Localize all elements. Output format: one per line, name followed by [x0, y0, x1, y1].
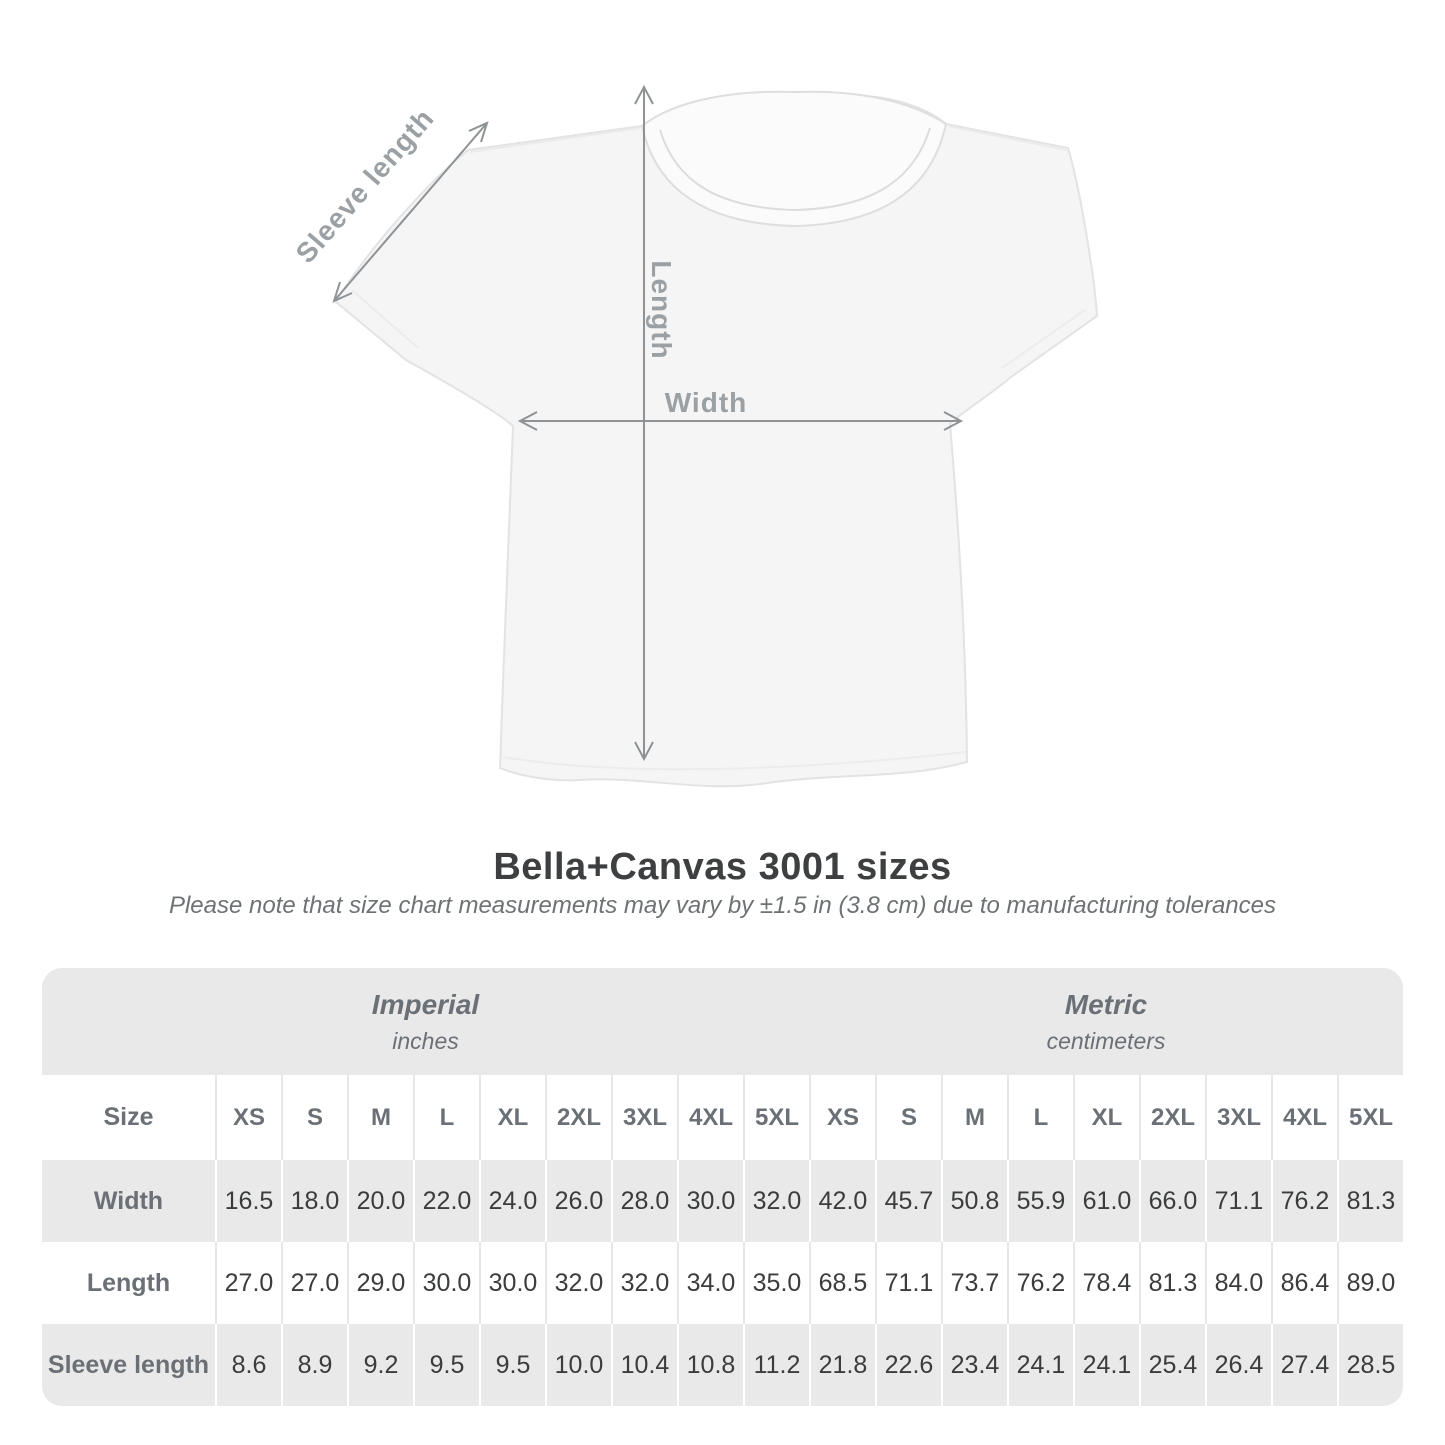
table-cell: 71.1	[875, 1242, 941, 1324]
table-cell: 50.8	[941, 1160, 1007, 1242]
table-cell: 66.0	[1139, 1160, 1205, 1242]
table-cell: 9.5	[413, 1324, 479, 1406]
table-cell: 23.4	[941, 1324, 1007, 1406]
table-cell: 25.4	[1139, 1324, 1205, 1406]
table-cell: 3XL	[1205, 1075, 1271, 1160]
imperial-title: Imperial	[371, 989, 480, 1021]
table-cell: 76.2	[1007, 1242, 1073, 1324]
table-cell: 22.6	[875, 1324, 941, 1406]
page-title: Bella+Canvas 3001 sizes	[493, 846, 952, 888]
table-cell: 81.3	[1139, 1242, 1205, 1324]
table-cell: 27.0	[281, 1242, 347, 1324]
table-cell: 71.1	[1205, 1160, 1271, 1242]
table-cell: 10.0	[545, 1324, 611, 1406]
metric-header: Metric centimeters	[809, 968, 1403, 1075]
metric-title: Metric	[1064, 989, 1148, 1021]
table-cell: 27.4	[1271, 1324, 1337, 1406]
table-cell: XS	[215, 1075, 281, 1160]
table-cell: 42.0	[809, 1160, 875, 1242]
table-cell: 27.0	[215, 1242, 281, 1324]
table-cell: 24.1	[1007, 1324, 1073, 1406]
shirt-measurement-diagram: Sleeve length Length Width	[290, 84, 1099, 788]
table-cell: S	[875, 1075, 941, 1160]
table-row-sleeve-length: Sleeve length 8.6 8.9 9.2 9.5 9.5 10.0 10.4 10.…	[42, 1324, 1403, 1406]
table-cell: 4XL	[677, 1075, 743, 1160]
table-cell: 26.0	[545, 1160, 611, 1242]
table-cell: 16.5	[215, 1160, 281, 1242]
table-cell: 89.0	[1337, 1242, 1403, 1324]
table-cell: 4XL	[1271, 1075, 1337, 1160]
table-cell: 3XL	[611, 1075, 677, 1160]
table-cell: 8.9	[281, 1324, 347, 1406]
table-cell: 9.2	[347, 1324, 413, 1406]
table-cell: 30.0	[677, 1160, 743, 1242]
table-cell: 10.8	[677, 1324, 743, 1406]
table-cell: 10.4	[611, 1324, 677, 1406]
table-cell: 18.0	[281, 1160, 347, 1242]
shirt-diagram-svg: Sleeve length Length Width	[290, 84, 1099, 788]
table-cell: 32.0	[545, 1242, 611, 1324]
table-cell: 68.5	[809, 1242, 875, 1324]
table-cell: 32.0	[743, 1160, 809, 1242]
table-cell: 5XL	[1337, 1075, 1403, 1160]
table-cell: 28.5	[1337, 1324, 1403, 1406]
table-cell: 30.0	[479, 1242, 545, 1324]
size-row-label: Size	[103, 1103, 154, 1131]
table-cell: 2XL	[545, 1075, 611, 1160]
table-cell: 9.5	[479, 1324, 545, 1406]
imperial-header: Imperial inches	[42, 968, 809, 1075]
table-cell: 32.0	[611, 1242, 677, 1324]
table-cell: M	[941, 1075, 1007, 1160]
table-cell: L	[1007, 1075, 1073, 1160]
table-cell: XL	[479, 1075, 545, 1160]
table-row-width: Width 16.5 18.0 20.0 22.0 24.0 26.0 28.0 30.0 32…	[42, 1160, 1403, 1242]
table-cell: 20.0	[347, 1160, 413, 1242]
table-cell: 34.0	[677, 1242, 743, 1324]
table-cell: 78.4	[1073, 1242, 1139, 1324]
table-cell: 26.4	[1205, 1324, 1271, 1406]
length-arrow	[634, 84, 654, 762]
table-cell: 2XL	[1139, 1075, 1205, 1160]
width-arrow	[517, 411, 964, 431]
sleeve-length-row-label: Sleeve length	[47, 1350, 210, 1379]
length-row-label: Length	[86, 1268, 171, 1297]
table-cell: 5XL	[743, 1075, 809, 1160]
width-label: Width	[665, 387, 748, 418]
table-cell: XL	[1073, 1075, 1139, 1160]
table-cell: 24.1	[1073, 1324, 1139, 1406]
t-shirt-graphic	[334, 90, 1099, 788]
table-cell: 76.2	[1271, 1160, 1337, 1242]
table-cell: 28.0	[611, 1160, 677, 1242]
table-cell: 61.0	[1073, 1160, 1139, 1242]
width-row-label: Width	[93, 1186, 164, 1215]
table-cell: 24.0	[479, 1160, 545, 1242]
table-cell: 11.2	[743, 1324, 809, 1406]
table-cell: 45.7	[875, 1160, 941, 1242]
table-cell: 73.7	[941, 1242, 1007, 1324]
imperial-subtitle: inches	[392, 1027, 459, 1054]
table-header: Imperial inches Metric centimeters	[42, 968, 1403, 1075]
table-cell: 35.0	[743, 1242, 809, 1324]
page-subtitle: Please note that size chart measurements…	[168, 892, 1277, 919]
table-cell: 55.9	[1007, 1160, 1073, 1242]
table-cell: 8.6	[215, 1324, 281, 1406]
size-table: Imperial inches Metric centimeters Size …	[42, 968, 1403, 1406]
table-cell: 84.0	[1205, 1242, 1271, 1324]
table-cell: 22.0	[413, 1160, 479, 1242]
table-cell: M	[347, 1075, 413, 1160]
table-cell: 81.3	[1337, 1160, 1403, 1242]
table-cell: XS	[809, 1075, 875, 1160]
table-cell: 30.0	[413, 1242, 479, 1324]
collar	[640, 90, 948, 228]
sleeve-length-arrow	[332, 121, 489, 303]
table-cell: S	[281, 1075, 347, 1160]
table-row-sizes: Size XS S M L XL 2XL 3XL 4XL 5XL XS S M L XL 2XL 3XL 4XL…	[42, 1075, 1403, 1160]
metric-subtitle: centimeters	[1046, 1027, 1166, 1054]
table-cell: 21.8	[809, 1324, 875, 1406]
table-cell: 86.4	[1271, 1242, 1337, 1324]
length-label: Length	[646, 260, 677, 359]
table-cell: L	[413, 1075, 479, 1160]
table-cell: 29.0	[347, 1242, 413, 1324]
table-row-length: Length 27.0 27.0 29.0 30.0 30.0 32.0 32.0 34.0 3…	[42, 1242, 1403, 1324]
